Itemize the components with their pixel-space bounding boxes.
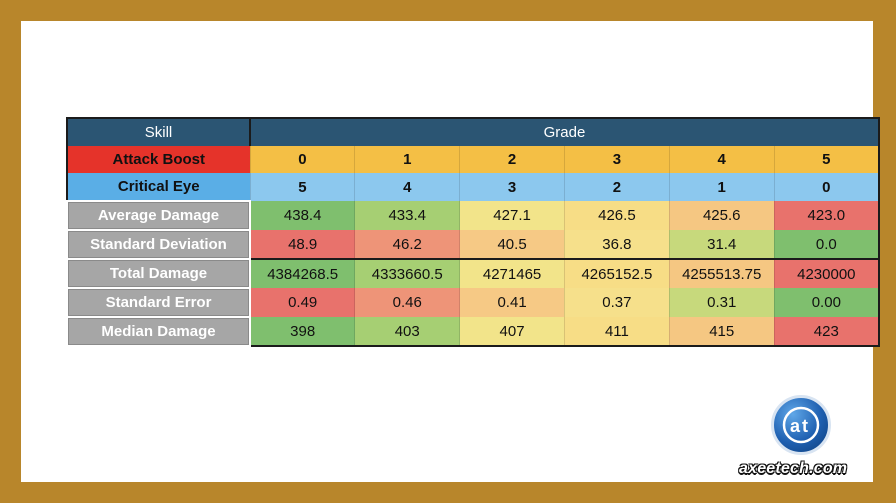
row-label: Total Damage	[66, 258, 251, 289]
row-label: Standard Error	[66, 287, 251, 318]
table-header-row: Skill Grade	[67, 118, 880, 146]
table-cell: 4384268.5	[250, 258, 356, 288]
table-cell: 36.8	[564, 230, 670, 259]
table-cell: 5	[774, 146, 880, 173]
damage-table: Skill Grade Attack Boost 0 1 2 3 4 5 Critical …	[66, 117, 880, 347]
table-cell: 46.2	[354, 230, 461, 259]
table-cell: 4255513.75	[669, 258, 775, 288]
table-cell: 0.00	[774, 288, 880, 317]
table-cell: 0.46	[354, 288, 461, 317]
table-cell: 2	[564, 173, 670, 201]
table-cell: 0.41	[459, 288, 565, 317]
table-cell: 4	[354, 173, 461, 201]
table-cell: 427.1	[459, 201, 565, 230]
table-cell: 4265152.5	[564, 258, 670, 288]
table-cell: 2	[459, 146, 565, 173]
table-cell: 0.0	[774, 230, 880, 259]
table-cell: 438.4	[250, 201, 356, 230]
table-cell: 3	[459, 173, 565, 201]
table-row: Attack Boost 0 1 2 3 4 5	[67, 146, 880, 173]
table-cell: 407	[459, 317, 565, 346]
table-cell: 433.4	[354, 201, 461, 230]
table-row: Average Damage 438.4 433.4 427.1 426.5 425.6 4…	[66, 200, 880, 231]
table-cell: 0	[774, 173, 880, 201]
table-row: Critical Eye 5 4 3 2 1 0	[67, 173, 880, 201]
table-row: Standard Deviation 48.9 46.2 40.5 36.8 31.4 0.…	[66, 229, 880, 260]
svg-text:t: t	[802, 416, 808, 436]
table-cell: 411	[564, 317, 670, 346]
table-cell: 426.5	[564, 201, 670, 230]
table-cell: 415	[669, 317, 775, 346]
row-label: Attack Boost	[67, 146, 251, 173]
table-cell: 4271465	[459, 258, 565, 288]
table-cell: 0	[250, 146, 356, 173]
header-grade: Grade	[249, 118, 880, 146]
table-row: Total Damage 4384268.5 4333660.5 4271465 426…	[66, 258, 880, 289]
table-cell: 423	[774, 317, 880, 346]
axeetech-logo: a t	[771, 395, 831, 455]
table-cell: 3	[564, 146, 670, 173]
table-cell: 398	[250, 317, 356, 346]
table-cell: 4333660.5	[354, 258, 461, 288]
table-cell: 0.31	[669, 288, 775, 317]
row-label: Standard Deviation	[66, 229, 251, 260]
table-cell: 0.49	[250, 288, 356, 317]
table-cell: 31.4	[669, 230, 775, 259]
table-cell: 1	[669, 173, 775, 201]
table-cell: 425.6	[669, 201, 775, 230]
content-frame: Skill Grade Attack Boost 0 1 2 3 4 5 Critical …	[21, 21, 880, 482]
table-cell: 0.37	[564, 288, 670, 317]
table-cell: 403	[354, 317, 461, 346]
table-cell: 4	[669, 146, 775, 173]
logo-mark-icon: a t	[782, 406, 820, 444]
table-cell: 5	[250, 173, 356, 201]
table-row: Standard Error 0.49 0.46 0.41 0.37 0.31 0.00	[66, 287, 880, 318]
row-label: Critical Eye	[67, 173, 251, 201]
row-label: Average Damage	[66, 200, 251, 231]
header-skill: Skill	[67, 118, 251, 146]
table-cell: 48.9	[250, 230, 356, 259]
table-cell: 1	[354, 146, 461, 173]
table-cell: 423.0	[774, 201, 880, 230]
brand-text: axeetech.com	[739, 460, 848, 477]
table-row: Median Damage 398 403 407 411 415 423	[66, 316, 880, 347]
svg-text:a: a	[790, 416, 801, 436]
table-cell: 40.5	[459, 230, 565, 259]
row-label: Median Damage	[66, 316, 251, 347]
table-cell: 4230000	[774, 258, 880, 288]
